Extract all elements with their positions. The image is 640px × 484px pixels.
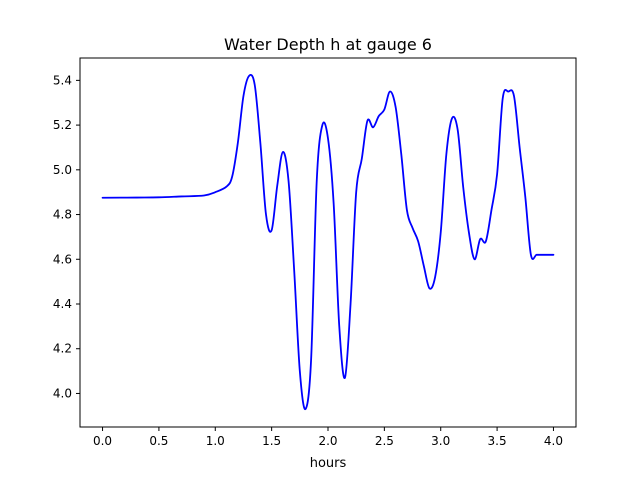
x-tick-label: 1.5 (262, 434, 281, 448)
y-tick-label: 4.4 (53, 297, 72, 311)
y-tick-label: 4.2 (53, 342, 72, 356)
y-tick-label: 5.4 (53, 73, 72, 87)
x-tick-label: 0.0 (93, 434, 112, 448)
x-axis: 0.0 0.5 1.0 1.5 2.0 2.5 3.0 3.5 4.0 (93, 427, 563, 448)
y-axis: 4.0 4.2 4.4 4.6 4.8 5.0 5.2 5.4 (53, 73, 80, 400)
x-tick-label: 2.0 (318, 434, 337, 448)
x-tick-label: 4.0 (544, 434, 563, 448)
x-tick-label: 2.5 (375, 434, 394, 448)
x-tick-label: 1.0 (206, 434, 225, 448)
y-tick-label: 4.0 (53, 386, 72, 400)
x-tick-label: 0.5 (149, 434, 168, 448)
y-tick-label: 5.0 (53, 163, 72, 177)
x-tick-label: 3.5 (488, 434, 507, 448)
y-tick-label: 4.6 (53, 252, 72, 266)
chart-title: Water Depth h at gauge 6 (224, 35, 432, 54)
x-axis-label: hours (310, 456, 347, 471)
y-tick-label: 5.2 (53, 118, 72, 132)
series-line-0 (101, 74, 555, 411)
x-tick-label: 3.0 (431, 434, 450, 448)
y-tick-label: 4.8 (53, 208, 72, 222)
